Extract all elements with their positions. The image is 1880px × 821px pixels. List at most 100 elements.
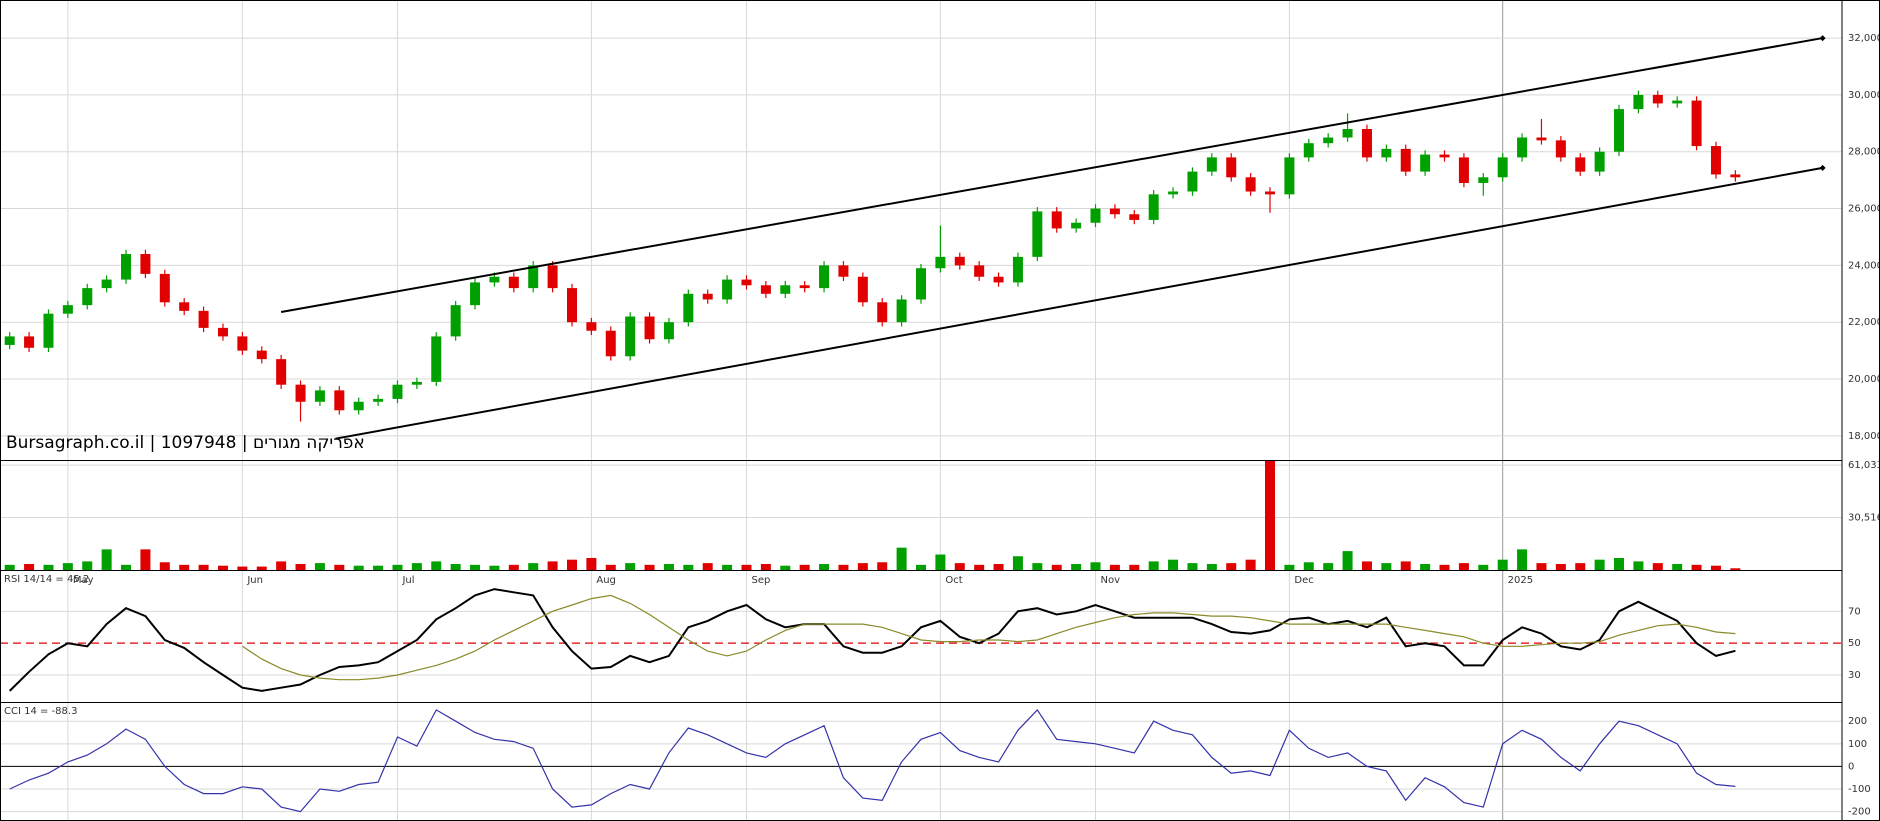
candle-body bbox=[683, 293, 694, 323]
candle-body bbox=[857, 276, 868, 303]
volume-bar bbox=[121, 564, 132, 570]
candle-body bbox=[566, 288, 577, 323]
volume-bar bbox=[1265, 460, 1276, 570]
candle-body bbox=[993, 276, 1004, 283]
volume-bar bbox=[857, 563, 868, 570]
volume-bar bbox=[799, 564, 810, 570]
candle-body bbox=[586, 322, 597, 331]
candle-body bbox=[1672, 100, 1683, 104]
volume-bar bbox=[470, 564, 481, 570]
candle-body bbox=[373, 398, 384, 402]
candle-body bbox=[82, 288, 93, 306]
candle-body bbox=[625, 316, 636, 357]
volume-bar bbox=[1245, 559, 1256, 570]
x-tick-label: Aug bbox=[596, 575, 616, 586]
candle-body bbox=[605, 330, 616, 357]
candle-body bbox=[334, 390, 345, 411]
volume-bar bbox=[392, 564, 403, 570]
volume-bar bbox=[760, 563, 771, 570]
candle-body bbox=[237, 336, 248, 351]
candle-body bbox=[1071, 222, 1082, 229]
candle-body bbox=[819, 265, 830, 289]
y-tick-label: 30 bbox=[1848, 670, 1861, 681]
x-tick-label: Oct bbox=[945, 575, 962, 586]
candle-body bbox=[1361, 128, 1372, 158]
y-tick-label: 20,000 bbox=[1848, 374, 1880, 385]
y-tick-label: -100 bbox=[1848, 784, 1871, 795]
candle-body bbox=[1536, 137, 1547, 141]
volume-bar bbox=[1303, 562, 1314, 570]
volume-bar bbox=[334, 564, 345, 570]
candle-body bbox=[1730, 174, 1741, 178]
candle-body bbox=[896, 299, 907, 323]
candle-body bbox=[1012, 256, 1023, 283]
volume-bar bbox=[877, 562, 888, 570]
volume-bar bbox=[179, 564, 190, 570]
candle-body bbox=[140, 254, 151, 274]
candle-body bbox=[1691, 100, 1702, 147]
volume-bar bbox=[1071, 563, 1082, 570]
x-tick-label: Sep bbox=[751, 575, 770, 586]
volume-bar bbox=[4, 564, 15, 570]
channel-line bbox=[335, 166, 1823, 440]
volume-bar bbox=[819, 563, 830, 570]
candle-body bbox=[1458, 157, 1469, 183]
candle-body bbox=[1148, 194, 1159, 220]
x-tick-label: Dec bbox=[1294, 575, 1313, 586]
candle-body bbox=[1129, 214, 1140, 220]
candle-body bbox=[101, 279, 112, 289]
volume-bar bbox=[1555, 563, 1566, 570]
volume-bar bbox=[411, 563, 422, 570]
volume-bar bbox=[314, 563, 325, 570]
volume-bar bbox=[1594, 559, 1605, 570]
volume-bar bbox=[1691, 564, 1702, 570]
x-tick-label: May bbox=[73, 575, 94, 586]
candle-body bbox=[217, 327, 228, 337]
y-tick-label: 0 bbox=[1848, 761, 1854, 772]
volume-bar bbox=[1090, 562, 1101, 570]
volume-bar bbox=[1536, 563, 1547, 570]
volume-bar bbox=[431, 561, 442, 570]
volume-bar bbox=[1614, 557, 1625, 570]
x-tick-label: Nov bbox=[1101, 575, 1121, 586]
volume-bar bbox=[237, 566, 248, 570]
candle-body bbox=[1245, 177, 1256, 192]
candle-body bbox=[43, 313, 54, 348]
volume-bar bbox=[1478, 564, 1489, 570]
candle-body bbox=[1594, 151, 1605, 172]
volume-bar bbox=[935, 554, 946, 570]
watermark: Bursagraph.co.il | 1097948 | אפריקה מגור… bbox=[6, 433, 365, 453]
volume-bar bbox=[1032, 563, 1043, 570]
volume-bar bbox=[1109, 564, 1120, 570]
y-tick-label: 30,000 bbox=[1848, 90, 1880, 101]
candle-body bbox=[741, 279, 752, 286]
y-tick-label: 30,516 bbox=[1848, 513, 1880, 524]
indicator-line bbox=[9, 708, 1736, 813]
candle-body bbox=[1497, 157, 1508, 178]
candle-body bbox=[547, 265, 558, 289]
y-tick-label: 61,033 bbox=[1848, 460, 1880, 471]
y-tick-label: 70 bbox=[1848, 606, 1861, 617]
candle-body bbox=[1187, 171, 1198, 192]
volume-bar bbox=[896, 547, 907, 570]
candle-body bbox=[644, 316, 655, 340]
candle-body bbox=[877, 302, 888, 323]
candle-body bbox=[314, 390, 325, 402]
volume-bar bbox=[1517, 549, 1528, 570]
x-tick-label: 2025 bbox=[1508, 575, 1533, 586]
y-tick-label: 18,000 bbox=[1848, 431, 1880, 442]
volume-bar bbox=[217, 565, 228, 570]
volume-bar bbox=[1575, 563, 1586, 570]
volume-bar bbox=[916, 564, 926, 570]
candle-body bbox=[411, 381, 422, 385]
volume-bar bbox=[1148, 561, 1159, 570]
volume-bar bbox=[683, 564, 694, 570]
y-tick-label: 22,000 bbox=[1848, 317, 1880, 328]
volume-bar bbox=[1323, 563, 1334, 570]
volume-bar bbox=[1226, 563, 1237, 570]
volume-bar bbox=[1497, 559, 1508, 570]
candle-body bbox=[508, 276, 519, 289]
candle-body bbox=[974, 265, 985, 277]
candle-body bbox=[1284, 157, 1295, 195]
candle-body bbox=[780, 285, 791, 294]
